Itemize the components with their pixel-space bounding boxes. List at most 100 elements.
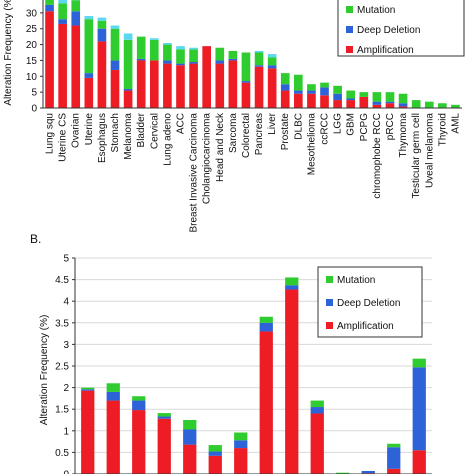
bar-mutation bbox=[110, 28, 120, 61]
bar-mutation bbox=[280, 73, 290, 85]
bar-mutation bbox=[208, 445, 222, 452]
bar-amplification bbox=[208, 455, 222, 474]
bar-mutation bbox=[254, 52, 264, 66]
bar-amplification bbox=[333, 100, 342, 108]
bar-mutation bbox=[241, 52, 251, 82]
y-tick-label: 1.5 bbox=[55, 405, 69, 416]
category-label: Uterine CS bbox=[58, 113, 69, 162]
bar-amplification bbox=[183, 444, 197, 474]
legend-swatch bbox=[346, 26, 353, 33]
bar-mutation bbox=[189, 49, 198, 63]
y-tick-label: 4.5 bbox=[55, 275, 69, 286]
category-label: Uterine bbox=[84, 113, 95, 146]
bar-deep-deletion bbox=[157, 416, 171, 419]
bar-deep-deletion bbox=[132, 400, 146, 411]
bar-deep-deletion bbox=[280, 84, 290, 91]
bar-deep-deletion bbox=[412, 367, 426, 451]
bar-amplification bbox=[372, 104, 382, 108]
category-label: LGG bbox=[333, 113, 344, 134]
bar-deep-deletion bbox=[254, 65, 264, 67]
category-label: Thymoma bbox=[398, 113, 409, 158]
bar-multiple bbox=[84, 16, 94, 20]
bar-deep-deletion bbox=[307, 90, 316, 94]
y-tick-label: 3 bbox=[63, 340, 69, 351]
bar-amplification bbox=[294, 93, 303, 108]
category-label: Lung adeno bbox=[162, 113, 173, 166]
bar-amplification bbox=[110, 69, 120, 108]
bar-deep-deletion bbox=[183, 429, 197, 445]
bar-mutation bbox=[149, 39, 159, 61]
chart-a: 0 5 10 15 20 25 30 Alteration Frequency (% Lung … bbox=[3, 0, 465, 233]
bar-multiple bbox=[58, 0, 67, 4]
bar-mutation bbox=[176, 49, 185, 64]
bar-multiple bbox=[189, 47, 198, 50]
category-label: Liver bbox=[267, 112, 278, 134]
bar-mutation bbox=[310, 400, 324, 408]
bar-mutation bbox=[163, 44, 172, 61]
bar-amplification bbox=[106, 400, 120, 474]
bar-deep-deletion bbox=[176, 63, 185, 66]
category-label: Prostate bbox=[280, 113, 291, 151]
bar-amplification bbox=[241, 82, 251, 108]
y-axis-label: Alteration Frequency (%) bbox=[39, 315, 50, 426]
category-label: Uveal melanoma bbox=[424, 113, 435, 188]
bar-deep-deletion bbox=[361, 470, 375, 474]
bar-amplification bbox=[202, 46, 211, 108]
bar-deep-deletion bbox=[208, 451, 222, 456]
bar-deep-deletion bbox=[333, 93, 342, 101]
legend-label: Deep Deletion bbox=[357, 25, 420, 36]
category-label: Head and Neck bbox=[215, 112, 226, 182]
bar-mutation bbox=[359, 92, 369, 97]
bar-mutation bbox=[398, 93, 408, 104]
bar-deep-deletion bbox=[385, 101, 395, 104]
bar-deep-deletion bbox=[310, 407, 324, 414]
bar-deep-deletion bbox=[372, 101, 382, 105]
legend-label: Mutation bbox=[337, 275, 375, 286]
legend-box bbox=[317, 266, 423, 338]
bar-mutation bbox=[267, 57, 277, 66]
bar-mutation bbox=[372, 92, 382, 102]
bar-mutation bbox=[215, 47, 225, 61]
legend-label: Amplification bbox=[357, 45, 414, 56]
category-label: Stomach bbox=[110, 113, 121, 152]
bar-multiple bbox=[97, 17, 107, 21]
category-label: Testicular germ cell bbox=[411, 113, 422, 199]
bar-mutation bbox=[71, 0, 81, 12]
bar-amplification bbox=[254, 66, 264, 108]
bar-deep-deletion bbox=[267, 65, 277, 69]
legend-swatch bbox=[326, 299, 333, 306]
bar-amplification bbox=[398, 106, 408, 108]
bar-mutation bbox=[336, 472, 350, 474]
y-tick-label: 5 bbox=[31, 88, 37, 99]
bar-deep-deletion bbox=[241, 81, 251, 83]
y-tick-label: 2 bbox=[63, 383, 69, 394]
bar-deep-deletion bbox=[81, 389, 95, 391]
bar-deep-deletion bbox=[228, 58, 238, 61]
bar-amplification bbox=[280, 90, 290, 108]
y-tick-label: 0 bbox=[31, 104, 37, 115]
bar-amplification bbox=[136, 60, 146, 108]
category-label: Bladder bbox=[136, 112, 147, 147]
bar-mutation bbox=[411, 100, 421, 108]
bar-deep-deletion bbox=[259, 322, 273, 332]
bar-amplification bbox=[81, 390, 95, 474]
bar-mutation bbox=[285, 277, 299, 286]
bar-deep-deletion bbox=[189, 62, 198, 64]
bar-mutation bbox=[307, 84, 316, 91]
bar-mutation bbox=[84, 19, 94, 74]
bar-deep-deletion bbox=[71, 11, 81, 26]
bar-multiple bbox=[163, 42, 172, 45]
bar-amplification bbox=[285, 289, 299, 474]
bar-amplification bbox=[58, 23, 67, 109]
legend-box bbox=[337, 0, 465, 57]
bar-deep-deletion bbox=[110, 60, 120, 70]
y-tick-label: 5 bbox=[63, 254, 69, 265]
bar-mutation bbox=[234, 432, 248, 441]
category-label: Cervical bbox=[149, 113, 160, 149]
bar-multiple bbox=[149, 38, 159, 40]
bar-mutation bbox=[45, 0, 54, 5]
category-label: GBM bbox=[346, 113, 357, 136]
y-tick-label: 25 bbox=[26, 24, 38, 35]
y-tick-label: 10 bbox=[26, 72, 38, 83]
bar-amplification bbox=[259, 331, 273, 474]
